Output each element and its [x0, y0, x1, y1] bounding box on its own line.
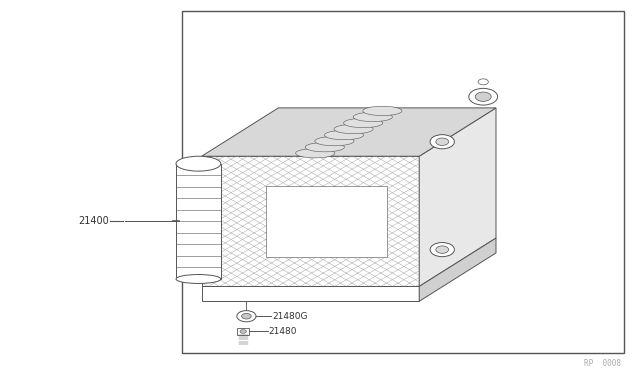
Polygon shape — [419, 238, 496, 301]
Ellipse shape — [468, 89, 498, 105]
Ellipse shape — [344, 118, 383, 128]
Polygon shape — [266, 186, 387, 257]
Bar — [182, 11, 624, 353]
Ellipse shape — [436, 246, 449, 253]
Ellipse shape — [324, 131, 364, 140]
Ellipse shape — [353, 112, 392, 122]
Circle shape — [478, 79, 488, 85]
Ellipse shape — [296, 148, 335, 158]
Ellipse shape — [475, 92, 492, 101]
Ellipse shape — [334, 124, 373, 134]
Text: RP  0008: RP 0008 — [584, 359, 621, 368]
Ellipse shape — [430, 243, 454, 257]
Text: 21480: 21480 — [269, 327, 298, 336]
Polygon shape — [202, 286, 419, 301]
Ellipse shape — [176, 275, 221, 283]
Polygon shape — [202, 156, 419, 286]
Ellipse shape — [176, 156, 221, 171]
Ellipse shape — [363, 106, 402, 116]
Ellipse shape — [430, 135, 454, 149]
Polygon shape — [419, 108, 496, 286]
Ellipse shape — [305, 142, 344, 152]
Text: 21400: 21400 — [78, 217, 109, 226]
Ellipse shape — [315, 137, 354, 146]
Bar — [237, 328, 249, 335]
Polygon shape — [202, 108, 496, 156]
Circle shape — [240, 330, 246, 333]
Ellipse shape — [436, 138, 449, 145]
Ellipse shape — [237, 311, 256, 322]
Ellipse shape — [242, 313, 252, 319]
Bar — [176, 164, 221, 279]
Text: 21480G: 21480G — [272, 312, 307, 321]
